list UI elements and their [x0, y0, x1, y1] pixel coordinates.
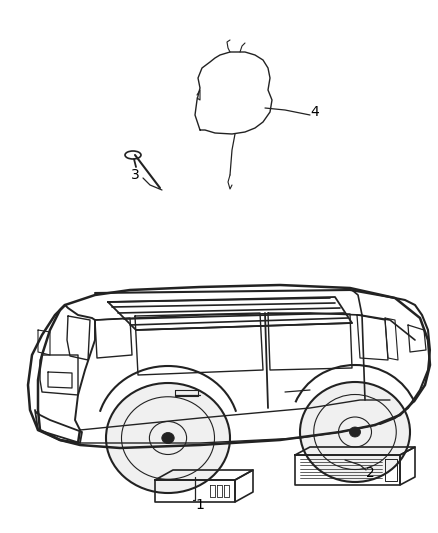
- Ellipse shape: [300, 382, 410, 482]
- Ellipse shape: [106, 383, 230, 493]
- Ellipse shape: [125, 151, 141, 159]
- Ellipse shape: [350, 427, 360, 437]
- Ellipse shape: [162, 432, 174, 443]
- Text: 1: 1: [195, 498, 205, 512]
- Text: 2: 2: [366, 466, 374, 480]
- Text: 4: 4: [311, 105, 319, 119]
- Text: 3: 3: [131, 168, 139, 182]
